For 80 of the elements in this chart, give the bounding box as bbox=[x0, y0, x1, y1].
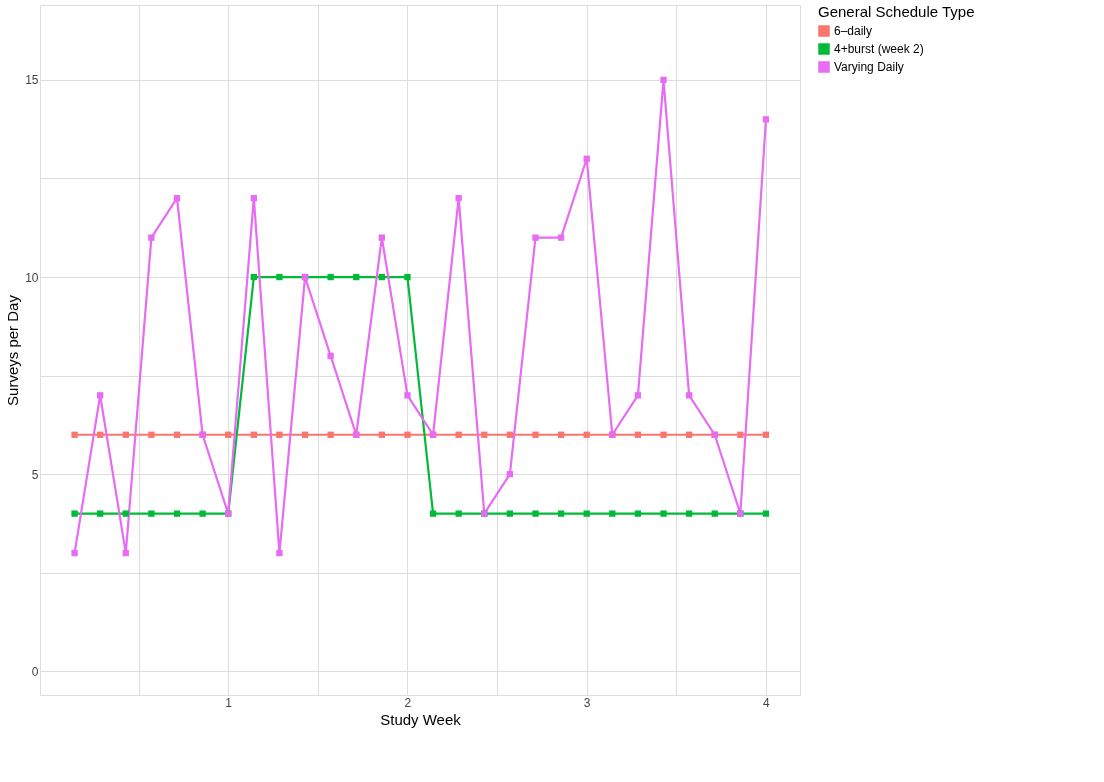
point bbox=[557, 510, 565, 517]
point bbox=[199, 510, 206, 517]
point bbox=[71, 549, 78, 557]
point bbox=[685, 431, 693, 438]
point bbox=[660, 76, 667, 84]
point bbox=[404, 392, 411, 399]
point bbox=[173, 510, 181, 517]
point bbox=[583, 431, 590, 438]
point bbox=[429, 510, 437, 517]
point bbox=[122, 510, 129, 517]
point bbox=[173, 431, 181, 438]
point bbox=[353, 273, 360, 281]
point bbox=[148, 431, 155, 438]
y-tick-label: 0 bbox=[31, 664, 39, 679]
point bbox=[225, 431, 232, 438]
point bbox=[532, 510, 539, 517]
point bbox=[97, 510, 104, 517]
point bbox=[327, 431, 334, 438]
point bbox=[378, 234, 386, 241]
point bbox=[737, 431, 744, 438]
point bbox=[583, 510, 590, 517]
point bbox=[327, 352, 334, 360]
point bbox=[685, 510, 693, 517]
point bbox=[455, 195, 462, 202]
y-tick-label: 15 bbox=[25, 73, 39, 88]
point bbox=[250, 273, 257, 281]
point bbox=[378, 273, 386, 281]
point bbox=[122, 431, 129, 438]
point bbox=[301, 431, 309, 438]
point bbox=[609, 510, 616, 517]
point bbox=[250, 195, 257, 202]
point bbox=[97, 392, 104, 399]
point bbox=[455, 431, 462, 438]
point bbox=[557, 431, 565, 438]
point bbox=[276, 549, 283, 557]
point bbox=[762, 116, 770, 123]
point bbox=[71, 431, 78, 438]
point bbox=[276, 273, 283, 281]
y-tick-label: 5 bbox=[31, 467, 39, 482]
legend-label: Varying Daily bbox=[834, 60, 904, 74]
point bbox=[481, 431, 488, 438]
point bbox=[532, 431, 539, 438]
point bbox=[250, 431, 257, 438]
x-axis-title: Study Week bbox=[380, 710, 462, 728]
point bbox=[583, 155, 590, 162]
x-tick-label: 1 bbox=[225, 695, 233, 710]
point bbox=[506, 471, 514, 478]
legend-label: 6–daily bbox=[834, 24, 873, 38]
point bbox=[711, 510, 718, 517]
point bbox=[506, 431, 514, 438]
point bbox=[327, 273, 334, 281]
point bbox=[762, 431, 770, 438]
point bbox=[557, 234, 565, 241]
x-tick-label: 3 bbox=[583, 695, 591, 710]
point bbox=[660, 510, 667, 517]
point bbox=[404, 431, 411, 438]
point bbox=[634, 510, 642, 517]
x-tick-label: 4 bbox=[763, 695, 771, 710]
x-tick-label: 2 bbox=[404, 695, 412, 710]
point bbox=[276, 431, 283, 438]
point bbox=[532, 234, 539, 241]
y-tick-label: 10 bbox=[25, 270, 39, 285]
y-axis-title: Surveys per Day bbox=[4, 294, 22, 406]
point bbox=[71, 510, 78, 517]
point bbox=[378, 431, 386, 438]
point bbox=[762, 510, 770, 517]
point bbox=[685, 392, 693, 399]
legend-label: 4+burst (week 2) bbox=[834, 42, 924, 56]
point bbox=[455, 510, 462, 517]
legend-title: General Schedule Type bbox=[818, 3, 975, 20]
point bbox=[148, 234, 155, 241]
point bbox=[634, 431, 642, 438]
point bbox=[148, 510, 155, 517]
point bbox=[506, 510, 514, 517]
point bbox=[660, 431, 667, 438]
point bbox=[173, 195, 181, 202]
point bbox=[634, 392, 642, 399]
point bbox=[404, 273, 411, 281]
point bbox=[122, 549, 129, 557]
point bbox=[97, 431, 104, 438]
